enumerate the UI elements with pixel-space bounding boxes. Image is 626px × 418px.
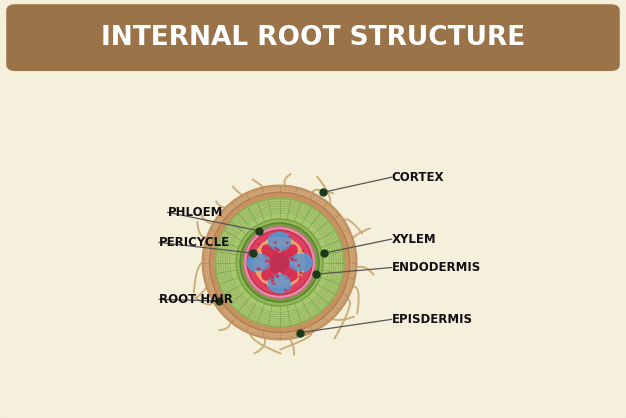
- Circle shape: [278, 253, 279, 255]
- Ellipse shape: [254, 237, 305, 288]
- Circle shape: [284, 259, 285, 261]
- Ellipse shape: [279, 262, 298, 281]
- Circle shape: [292, 259, 294, 261]
- Circle shape: [302, 250, 304, 252]
- Ellipse shape: [287, 252, 312, 273]
- Circle shape: [277, 249, 278, 250]
- Text: PERICYCLE: PERICYCLE: [159, 236, 230, 249]
- Ellipse shape: [267, 232, 292, 253]
- Text: EPISDERMIS: EPISDERMIS: [392, 313, 473, 326]
- Circle shape: [271, 277, 273, 279]
- Ellipse shape: [248, 254, 271, 271]
- Circle shape: [278, 250, 280, 251]
- Circle shape: [290, 280, 292, 281]
- Circle shape: [275, 247, 277, 249]
- Circle shape: [272, 279, 274, 281]
- Circle shape: [275, 242, 276, 244]
- Ellipse shape: [203, 186, 356, 339]
- Circle shape: [277, 275, 279, 277]
- Ellipse shape: [268, 274, 291, 291]
- Circle shape: [289, 236, 291, 237]
- Circle shape: [272, 280, 273, 282]
- Ellipse shape: [288, 254, 311, 271]
- Text: ENDODERMIS: ENDODERMIS: [392, 261, 481, 274]
- Circle shape: [291, 254, 292, 256]
- Circle shape: [257, 268, 259, 270]
- Circle shape: [300, 273, 302, 274]
- Ellipse shape: [261, 262, 280, 281]
- Circle shape: [259, 268, 261, 270]
- Circle shape: [290, 250, 292, 252]
- Text: INTERNAL ROOT STRUCTURE: INTERNAL ROOT STRUCTURE: [101, 25, 525, 51]
- Circle shape: [288, 275, 290, 276]
- Circle shape: [272, 276, 274, 278]
- Circle shape: [274, 268, 275, 270]
- Ellipse shape: [244, 227, 316, 298]
- Circle shape: [258, 244, 260, 246]
- Circle shape: [280, 257, 282, 258]
- Circle shape: [269, 275, 271, 277]
- Circle shape: [285, 263, 287, 265]
- Circle shape: [299, 276, 300, 278]
- Circle shape: [285, 259, 287, 261]
- Ellipse shape: [279, 244, 298, 263]
- Circle shape: [268, 260, 270, 262]
- Circle shape: [267, 254, 269, 256]
- Circle shape: [265, 248, 267, 250]
- Circle shape: [277, 275, 278, 277]
- Ellipse shape: [247, 230, 312, 295]
- Circle shape: [277, 269, 279, 271]
- Circle shape: [277, 263, 279, 265]
- Circle shape: [273, 283, 275, 284]
- Circle shape: [283, 257, 285, 259]
- Ellipse shape: [268, 234, 291, 251]
- Ellipse shape: [259, 242, 300, 283]
- Circle shape: [265, 284, 266, 286]
- Ellipse shape: [247, 252, 272, 273]
- Circle shape: [265, 260, 267, 262]
- Circle shape: [272, 266, 274, 268]
- Circle shape: [277, 256, 278, 257]
- Circle shape: [299, 278, 301, 280]
- Ellipse shape: [263, 246, 297, 279]
- Circle shape: [277, 260, 279, 261]
- Text: ROOT HAIR: ROOT HAIR: [159, 293, 233, 306]
- Ellipse shape: [209, 192, 350, 333]
- Ellipse shape: [261, 244, 280, 263]
- Circle shape: [270, 247, 272, 249]
- Ellipse shape: [236, 219, 323, 306]
- Circle shape: [285, 289, 287, 291]
- Circle shape: [295, 259, 297, 261]
- Text: CORTEX: CORTEX: [392, 171, 444, 184]
- Text: PHLOEM: PHLOEM: [168, 206, 223, 219]
- Circle shape: [274, 264, 275, 265]
- Circle shape: [270, 253, 289, 272]
- Circle shape: [291, 257, 292, 259]
- Circle shape: [280, 256, 282, 257]
- Ellipse shape: [267, 272, 292, 293]
- Circle shape: [272, 270, 273, 271]
- Circle shape: [276, 265, 278, 267]
- Circle shape: [274, 260, 276, 262]
- Ellipse shape: [215, 198, 344, 327]
- Text: XYLEM: XYLEM: [392, 232, 436, 246]
- Circle shape: [286, 242, 288, 244]
- Circle shape: [276, 262, 278, 263]
- Circle shape: [255, 255, 256, 257]
- Circle shape: [299, 272, 301, 273]
- Circle shape: [280, 259, 282, 261]
- Circle shape: [277, 261, 279, 263]
- Circle shape: [275, 257, 276, 258]
- Circle shape: [273, 250, 274, 252]
- Ellipse shape: [240, 223, 319, 302]
- Circle shape: [298, 265, 300, 266]
